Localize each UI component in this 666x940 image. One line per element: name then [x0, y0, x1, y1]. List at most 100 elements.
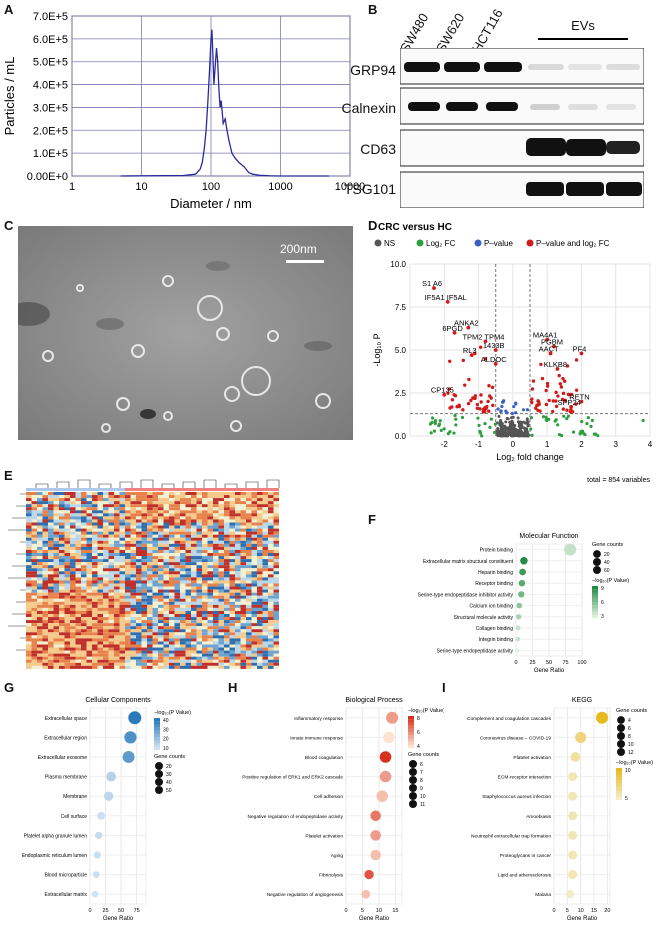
heatmap-cell	[257, 528, 263, 532]
heatmap-cell	[158, 498, 164, 502]
heatmap-cell	[180, 604, 186, 608]
heatmap-cell	[257, 662, 263, 666]
mf-svg-color-legend-label: 3	[601, 614, 604, 620]
heatmap-cell	[213, 537, 219, 541]
heatmap-cell	[48, 528, 54, 532]
heatmap-cell	[81, 516, 87, 520]
heatmap-cell	[246, 620, 252, 624]
bp-svg-xtick-label: 5	[361, 908, 364, 914]
heatmap-cell	[130, 610, 136, 614]
heatmap-cell	[169, 534, 175, 538]
heatmap-cell	[152, 623, 158, 627]
heatmap-cell	[229, 534, 235, 538]
heatmap-cell	[31, 644, 37, 648]
heatmap-cell	[218, 537, 224, 541]
heatmap-cell	[163, 553, 169, 557]
heatmap-cell	[229, 559, 235, 563]
heatmap-cell	[70, 589, 76, 593]
heatmap-cell	[42, 604, 48, 608]
heatmap-cell	[37, 610, 43, 614]
volcano-labeled-point	[469, 353, 474, 358]
heatmap-cell	[174, 623, 180, 627]
heatmap-cell	[64, 604, 70, 608]
heatmap-cell	[64, 574, 70, 578]
heatmap-cell	[213, 598, 219, 602]
heatmap-cell	[191, 580, 197, 584]
volcano-legend-swatch	[526, 239, 534, 247]
heatmap-cell	[75, 492, 81, 496]
band-grp94-5	[568, 64, 602, 70]
heatmap-cell	[147, 632, 153, 636]
heatmap-cell	[31, 595, 37, 599]
heatmap-cell	[191, 525, 197, 529]
heatmap-cell	[257, 540, 263, 544]
heatmap-cell	[114, 607, 120, 611]
heatmap-cell	[53, 647, 59, 651]
kegg-svg-term-label: Amoebiasis	[526, 814, 551, 820]
heatmap-cell	[37, 549, 43, 553]
heatmap-cell	[81, 598, 87, 602]
heatmap-cell	[152, 632, 158, 636]
heatmap-cell	[202, 504, 208, 508]
band-grp94-1	[404, 62, 440, 72]
heatmap-cell	[163, 565, 169, 569]
heatmap-cell	[268, 604, 274, 608]
volcano-point-ns	[496, 429, 500, 433]
heatmap-cell	[147, 492, 153, 496]
heatmap-cell	[224, 546, 230, 550]
heatmap-cell	[48, 604, 54, 608]
heatmap-cell	[273, 577, 279, 581]
heatmap-cell	[174, 665, 180, 669]
heatmap-cell	[114, 546, 120, 550]
heatmap-cell	[185, 553, 191, 557]
heatmap-cell	[119, 574, 125, 578]
heatmap-cell	[59, 641, 65, 645]
heatmap-cell	[202, 598, 208, 602]
heatmap-cell	[81, 592, 87, 596]
heatmap-cell	[37, 556, 43, 560]
heatmap-cell	[174, 662, 180, 666]
heatmap-cell	[191, 592, 197, 596]
mf-svg-color-legend-step	[592, 595, 598, 599]
volcano-point-sig	[561, 376, 565, 381]
heatmap-cell	[108, 610, 114, 614]
heatmap-cell	[196, 607, 202, 611]
heatmap-cell	[163, 632, 169, 636]
heatmap-cell	[75, 607, 81, 611]
heatmap-cell	[86, 565, 92, 569]
heatmap-cell	[207, 644, 213, 648]
heatmap-cell	[97, 565, 103, 569]
heatmap-cell	[158, 513, 164, 517]
heatmap-cell	[114, 623, 120, 627]
heatmap-cell	[240, 519, 246, 523]
heatmap-cell	[37, 620, 43, 624]
heatmap-cell	[75, 504, 81, 508]
heatmap-cell	[213, 510, 219, 514]
heatmap-cell	[158, 568, 164, 572]
heatmap-cell	[174, 556, 180, 560]
mf-svg-dot	[519, 568, 527, 576]
heatmap-cell	[42, 607, 48, 611]
heatmap-cell	[262, 522, 268, 526]
heatmap-cell	[163, 534, 169, 538]
heatmap-cell	[81, 522, 87, 526]
heatmap-cell	[158, 574, 164, 578]
heatmap-cell	[70, 525, 76, 529]
volcano-point-p	[514, 401, 518, 405]
volcano-point-p	[525, 408, 530, 412]
heatmap-cell	[59, 620, 65, 624]
heatmap-cell	[196, 647, 202, 651]
heatmap-cell	[196, 662, 202, 666]
heatmap-cell	[262, 528, 268, 532]
heatmap-cell	[251, 568, 257, 572]
heatmap-cell	[86, 562, 92, 566]
heatmap-cell	[136, 610, 142, 614]
heatmap-cell	[59, 562, 65, 566]
nta-ytick-label: 2.0E+5	[33, 125, 68, 137]
heatmap-cell	[273, 559, 279, 563]
heatmap-cell	[180, 653, 186, 657]
cc-svg-dot	[91, 890, 99, 898]
heatmap-cell	[224, 537, 230, 541]
heatmap-cell	[103, 495, 109, 499]
heatmap-cell	[158, 495, 164, 499]
